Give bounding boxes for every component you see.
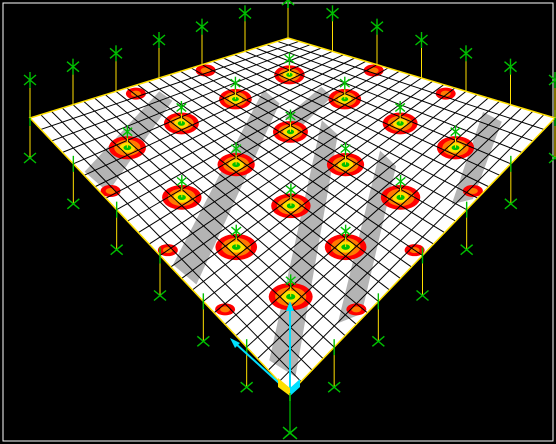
edge-support-back-left[interactable]: [238, 5, 252, 52]
edge-support-back-left[interactable]: [152, 32, 166, 78]
axes-layer: [230, 301, 300, 440]
grid-line: [40, 114, 302, 382]
edge-support-back-right[interactable]: [548, 72, 556, 118]
edge-contour-core: [351, 306, 362, 313]
column-support[interactable]: [285, 109, 296, 132]
edge-support-front-right[interactable]: [504, 155, 518, 210]
column-support[interactable]: [230, 76, 241, 100]
corner-marker: [278, 378, 290, 396]
column-support[interactable]: [231, 224, 242, 248]
edge-support-front-left[interactable]: [110, 201, 124, 256]
edge-support-front-right[interactable]: [371, 293, 385, 347]
edge-support-back-left[interactable]: [281, 0, 295, 38]
column-support[interactable]: [395, 174, 406, 198]
edge-support-front-right[interactable]: [460, 201, 474, 256]
edge-support-back-right[interactable]: [326, 5, 339, 52]
column-support[interactable]: [122, 125, 133, 148]
column-support[interactable]: [340, 224, 351, 248]
edge-support-back-left[interactable]: [195, 18, 209, 65]
column-support[interactable]: [230, 142, 242, 165]
grid-line: [61, 107, 324, 359]
column-support[interactable]: [176, 174, 188, 198]
edge-support-back-right[interactable]: [415, 32, 428, 78]
edge-support-back-right[interactable]: [504, 58, 517, 105]
edge-support-front-right[interactable]: [416, 247, 429, 302]
column-support[interactable]: [176, 101, 187, 124]
edge-support-back-right[interactable]: [459, 45, 473, 92]
edge-contour-core: [467, 187, 478, 194]
grid-line: [267, 110, 534, 371]
edge-support-front-left[interactable]: [196, 293, 210, 347]
z-axis-arrow-icon: [286, 301, 294, 311]
edge-support-back-left[interactable]: [23, 72, 37, 118]
edge-support-back-left[interactable]: [66, 58, 80, 105]
corner-marker-side: [290, 379, 300, 396]
edge-contour-core: [130, 90, 141, 97]
edge-contour-core: [220, 306, 231, 313]
stress-band: [173, 89, 280, 285]
column-support[interactable]: [285, 274, 296, 297]
mesh-grid: [40, 40, 545, 382]
edge-support-back-right[interactable]: [370, 18, 384, 65]
stress-band: [451, 112, 502, 205]
stress-band: [269, 120, 338, 377]
edge-support-front-left[interactable]: [66, 155, 80, 210]
edge-support-front-right[interactable]: [327, 339, 341, 393]
column-support[interactable]: [340, 142, 351, 165]
column-support[interactable]: [284, 52, 295, 75]
grid-line: [278, 114, 545, 382]
column-support[interactable]: [339, 76, 351, 100]
column-support[interactable]: [394, 101, 406, 124]
edge-support-front-left[interactable]: [153, 247, 167, 302]
grid-line: [257, 107, 522, 359]
column-support[interactable]: [450, 125, 461, 148]
edge-contour-core: [105, 187, 116, 194]
grid-line: [51, 110, 313, 371]
column-support[interactable]: [285, 183, 297, 206]
corner-support-cross: [282, 426, 298, 440]
edge-contour-core: [440, 90, 451, 97]
edge-support-back-left[interactable]: [109, 45, 123, 92]
x-axis-arrow-icon: [230, 338, 240, 348]
